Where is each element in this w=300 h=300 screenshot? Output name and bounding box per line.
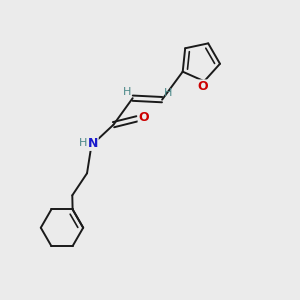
- Text: O: O: [138, 111, 149, 124]
- Text: H: H: [79, 138, 87, 148]
- Text: N: N: [88, 137, 98, 150]
- Text: O: O: [197, 80, 208, 93]
- Text: H: H: [164, 88, 172, 98]
- Text: H: H: [123, 87, 131, 97]
